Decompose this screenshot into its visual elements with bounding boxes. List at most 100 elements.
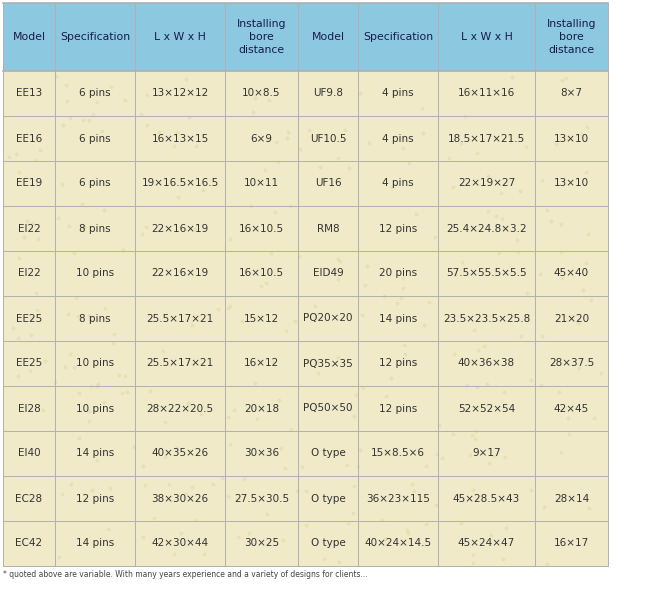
Text: 28×37.5: 28×37.5 [549,358,594,368]
Text: 30×36: 30×36 [244,449,279,458]
Point [213,304,223,314]
Point [379,291,389,301]
Point [198,185,209,195]
Point [154,127,164,136]
Point [419,320,429,330]
Point [295,145,305,154]
Point [102,524,113,533]
Point [536,380,546,389]
Point [13,371,23,380]
Text: EI40: EI40 [18,449,40,458]
Point [113,370,124,379]
Text: Installing
bore
distance: Installing bore distance [547,19,596,55]
Point [521,142,531,152]
Point [410,358,421,368]
Point [417,104,428,113]
Point [222,303,233,313]
Text: O type: O type [310,539,346,548]
Text: 13×12×12: 13×12×12 [151,88,209,98]
Point [333,254,344,264]
Text: 10 pins: 10 pins [76,269,114,278]
Point [468,558,479,568]
Point [63,309,74,319]
Point [351,391,361,400]
Point [199,550,209,559]
Point [398,283,408,293]
Point [421,461,431,471]
Text: 21×20: 21×20 [554,313,589,323]
Point [437,453,447,463]
Point [263,134,274,144]
Point [584,503,594,513]
Point [364,138,374,148]
Text: 20×18: 20×18 [244,403,279,413]
Point [175,266,185,276]
Point [223,412,233,421]
Point [333,274,343,283]
Point [250,94,260,103]
Point [70,293,81,303]
Point [283,127,293,137]
Text: * quoted above are variable. With many years experience and a variety of designs: * quoted above are variable. With many y… [3,570,368,579]
Point [96,127,107,136]
Point [208,479,218,489]
Point [407,479,417,489]
Text: Model: Model [12,32,46,42]
Text: 27.5×30.5: 27.5×30.5 [234,493,289,503]
Point [78,223,89,232]
Point [78,115,88,124]
Point [303,356,314,366]
Point [467,430,477,440]
Point [526,376,536,385]
Point [535,269,546,278]
Point [263,95,274,104]
Text: O type: O type [310,449,346,458]
Text: 30×25: 30×25 [244,539,279,548]
Text: 28×22×20.5: 28×22×20.5 [147,403,214,413]
Text: EC28: EC28 [16,493,42,503]
Text: 22×16×19: 22×16×19 [151,269,209,278]
Point [467,485,478,494]
Text: 40×24×14.5: 40×24×14.5 [364,539,432,548]
Point [469,325,479,334]
Point [444,153,454,163]
Point [333,153,343,163]
Point [589,413,599,423]
Text: 12 pins: 12 pins [379,223,417,233]
Text: PQ35×35: PQ35×35 [303,358,353,368]
Point [563,429,574,439]
Point [87,485,97,495]
Point [138,461,148,470]
Point [542,205,553,214]
Point [355,446,366,455]
Point [419,128,429,137]
Point [224,235,235,244]
Point [342,461,352,470]
Point [266,248,276,257]
Point [15,539,25,548]
Point [482,379,492,389]
Point [343,518,353,528]
Point [244,528,254,538]
Point [83,115,94,124]
Point [10,149,21,159]
Point [259,166,270,175]
Point [93,379,103,389]
Text: 10×11: 10×11 [244,179,279,188]
Point [471,427,481,436]
Point [12,333,23,343]
Text: 28×14: 28×14 [554,493,589,503]
Point [140,223,151,232]
Point [483,458,494,468]
Text: 9×17: 9×17 [472,449,501,458]
Point [31,288,42,298]
Point [284,201,295,211]
Text: EE25: EE25 [16,358,42,368]
Point [391,86,401,95]
Point [483,171,494,181]
Point [348,509,359,518]
Text: 4 pins: 4 pins [382,88,414,98]
Point [556,448,566,457]
Point [4,152,14,162]
Point [392,299,402,308]
